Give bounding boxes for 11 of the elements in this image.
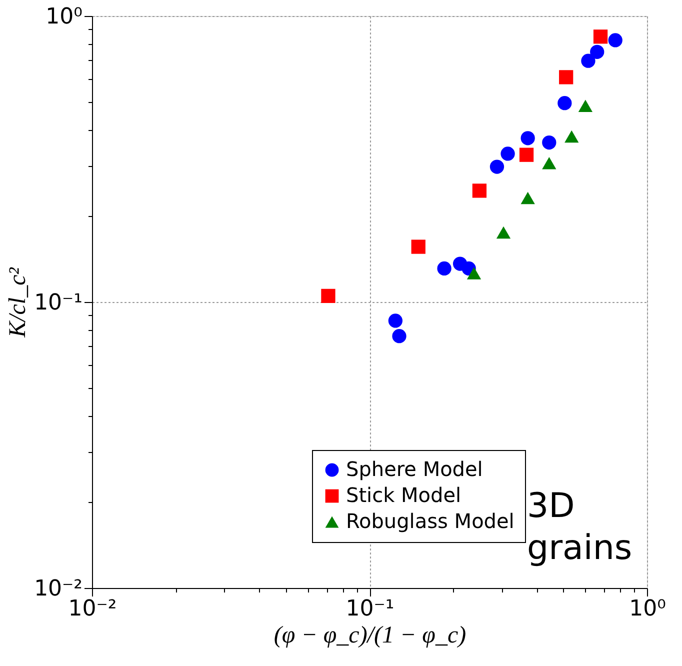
annotation: 3D grains [527,486,632,568]
x-axis-title: (φ − φ_c)/(1 − φ_c) [274,622,466,648]
legend-label: Sphere Model [346,457,483,481]
y-tick-label: 10⁻¹ [34,290,82,316]
y-tick-label: 10⁰ [46,4,83,30]
legend-label: Robuglass Model [346,509,514,533]
x-tick-label: 10⁻² [68,596,117,622]
y-axis-title: K/cl_c² [5,266,32,338]
x-tick-label: 10⁰ [629,596,666,622]
legend-label: Stick Model [346,483,462,507]
x-tick-label: 10⁻¹ [346,596,394,622]
